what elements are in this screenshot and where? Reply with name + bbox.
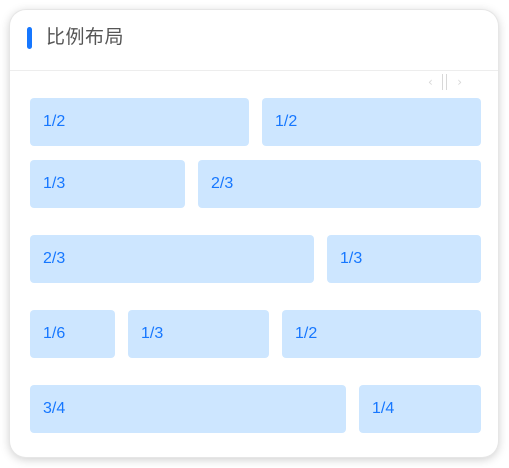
grid-cell-two-thirds: 2/3 [198,160,481,208]
cell-label: 1/3 [340,250,363,267]
grid-cell-one-half: 1/2 [282,310,481,358]
grid-cell-one-third: 1/3 [128,310,269,358]
resize-handle[interactable]: ‹ › [428,74,462,90]
cell-label: 1/3 [141,325,164,342]
grid-cell-three-quarters: 3/4 [30,385,346,433]
grid-cell-one-quarter: 1/4 [359,385,481,433]
grid-cell-one-sixth: 1/6 [30,310,115,358]
cell-label: 1/4 [372,400,395,417]
chevron-left-icon: ‹ [428,75,433,89]
page-title: 比例布局 [46,26,125,48]
proportional-layout-card: 比例布局 ‹ › 1/2 1/2 1/3 2/3 2/3 1/3 [10,10,498,457]
grid-cell-one-third: 1/3 [327,235,481,283]
cell-label: 1/2 [295,325,318,342]
title-accent-bar [27,27,32,49]
grip-icon [442,74,447,90]
chevron-right-icon: › [457,75,462,89]
cell-label: 2/3 [211,175,234,192]
cell-label: 3/4 [43,400,66,417]
grid-cell-one-half: 1/2 [30,98,249,146]
grid-cell-one-half: 1/2 [262,98,481,146]
cell-label: 1/3 [43,175,66,192]
cell-label: 1/2 [275,113,298,130]
grid-cell-one-third: 1/3 [30,160,185,208]
card-header: 比例布局 [10,10,498,71]
grid-cell-two-thirds: 2/3 [30,235,314,283]
cell-label: 2/3 [43,250,66,267]
cell-label: 1/6 [43,325,66,342]
cell-label: 1/2 [43,113,66,130]
